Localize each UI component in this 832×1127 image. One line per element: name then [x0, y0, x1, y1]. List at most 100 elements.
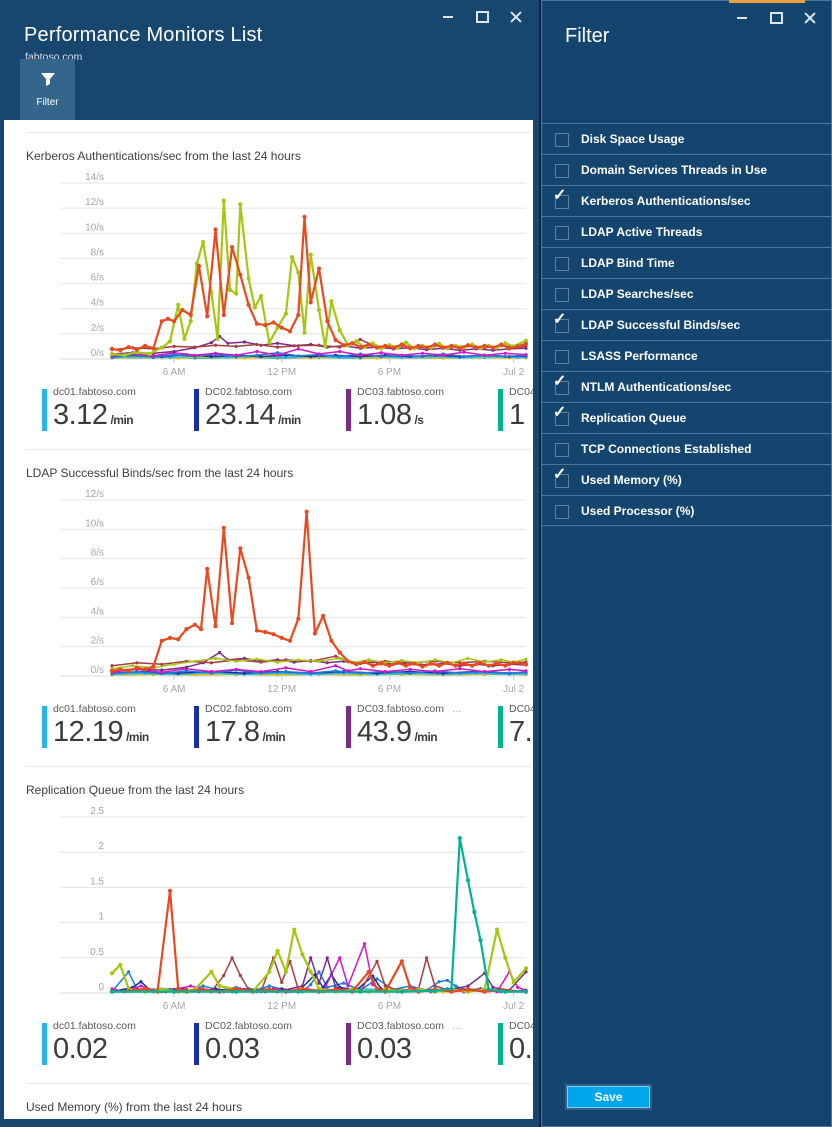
legend-value-number: 0.03 — [357, 1033, 412, 1065]
checkbox[interactable] — [555, 505, 569, 519]
legend-color-bar — [498, 706, 503, 748]
legend-color-bar — [498, 1023, 503, 1065]
legend-item: DC02.fabtoso.com 23.14/min — [194, 385, 346, 441]
legend-item-body: DC02.fabtoso.com 17.8/min — [205, 702, 292, 758]
filter-item[interactable]: ✓ Used Memory (%) — [542, 464, 831, 495]
ellipsis-icon: … — [451, 703, 463, 715]
legend-item: dc01.fabtoso.com 3.12/min — [42, 385, 194, 441]
legend-item: DC03.fabtoso.com … 0.03 — [346, 1019, 498, 1075]
svg-text:0/s: 0/s — [91, 348, 104, 359]
minimize-icon — [737, 16, 747, 19]
filter-panel-title: Filter — [565, 25, 610, 47]
legend-name: DC04 — [509, 1019, 533, 1033]
legend-value-number: 0. — [509, 1033, 533, 1065]
svg-text:0.5: 0.5 — [90, 947, 104, 958]
filter-ribbon-label: Filter — [36, 96, 59, 108]
svg-text:6 PM: 6 PM — [378, 684, 401, 695]
legend-name: DC02.fabtoso.com — [205, 1019, 292, 1033]
legend-value: 12.19/min — [53, 716, 149, 754]
checkbox[interactable] — [555, 226, 569, 240]
checkbox[interactable] — [555, 412, 569, 426]
chart-section: Replication Queue from the last 24 hours… — [26, 766, 533, 1083]
checkbox[interactable] — [555, 133, 569, 147]
filter-ribbon-button[interactable]: Filter — [20, 59, 75, 120]
legend-value: 0.02 — [53, 1033, 136, 1066]
filter-item[interactable]: ✓ Kerberos Authentications/sec — [542, 185, 831, 216]
close-icon — [804, 12, 816, 24]
svg-text:6 PM: 6 PM — [378, 1001, 401, 1012]
legend-name: dc01.fabtoso.com — [53, 1019, 136, 1033]
checkbox[interactable] — [555, 443, 569, 457]
legend-server-name: DC04 — [509, 386, 533, 398]
minimize-button[interactable] — [437, 8, 459, 25]
filter-item[interactable]: LDAP Active Threads — [542, 216, 831, 247]
checkbox[interactable] — [555, 164, 569, 178]
legend-color-bar — [194, 1023, 199, 1065]
checkmark-icon: ✓ — [553, 373, 567, 390]
legend-color-bar — [42, 389, 47, 431]
maximize-button[interactable] — [765, 9, 787, 26]
filter-item[interactable]: Disk Space Usage — [542, 123, 831, 154]
checkbox[interactable] — [555, 350, 569, 364]
chart-title: Replication Queue from the last 24 hours — [26, 783, 245, 797]
close-button[interactable] — [505, 8, 527, 25]
legend-value: 0.03 — [205, 1033, 292, 1066]
filter-item-label: Used Processor (%) — [581, 503, 695, 518]
charts-content-area: Kerberos Authentications/sec from the la… — [4, 120, 533, 1119]
maximize-button[interactable] — [471, 8, 493, 25]
legend-server-name: dc01.fabtoso.com — [53, 703, 136, 715]
filter-item-label: Kerberos Authentications/sec — [581, 194, 751, 208]
chart-plot: 2.5 2 1.5 1 0.5 0 6 AM 12 PM 6 PM Jul 2 — [60, 806, 529, 1012]
legend-server-name: DC02.fabtoso.com — [205, 703, 292, 715]
svg-text:6 PM: 6 PM — [378, 367, 401, 378]
legend-value-number: 7. — [509, 716, 533, 748]
close-icon — [510, 11, 522, 23]
filter-item[interactable]: LSASS Performance — [542, 340, 831, 371]
legend-name: DC03.fabtoso.com … — [357, 702, 463, 716]
save-button[interactable]: Save — [567, 1086, 650, 1108]
legend-item-body: DC02.fabtoso.com 0.03 — [205, 1019, 292, 1075]
legend-value-unit: /min — [262, 730, 286, 744]
checkbox[interactable] — [555, 474, 569, 488]
legend-item: DC04 1 — [498, 385, 533, 441]
filter-item[interactable]: LDAP Bind Time — [542, 247, 831, 278]
checkbox[interactable] — [555, 257, 569, 271]
legend-server-name: DC03.fabtoso.com — [357, 386, 444, 398]
chart-title: Kerberos Authentications/sec from the la… — [26, 149, 301, 163]
legend-value: 3.12/min — [53, 399, 136, 437]
filter-item[interactable]: TCP Connections Established — [542, 433, 831, 464]
legend-item: dc01.fabtoso.com 12.19/min — [42, 702, 194, 758]
svg-text:12/s: 12/s — [85, 489, 104, 500]
legend-value-number: 23.14 — [205, 399, 276, 431]
legend-server-name: DC03.fabtoso.com — [357, 703, 444, 715]
filter-item[interactable]: Used Processor (%) — [542, 495, 831, 526]
legend-server-name: DC02.fabtoso.com — [205, 386, 292, 398]
filter-item[interactable]: ✓ LDAP Successful Binds/sec — [542, 309, 831, 340]
svg-text:12/s: 12/s — [85, 197, 104, 208]
chart-plot: 12/s 10/s 8/s 6/s 4/s 2/s 0/s 6 AM 12 PM 6 PM Jul … — [60, 489, 529, 695]
checkbox[interactable] — [555, 381, 569, 395]
svg-text:1.5: 1.5 — [90, 876, 104, 887]
chart-title: Used Memory (%) from the last 24 hours — [26, 1100, 243, 1114]
checkbox[interactable] — [555, 195, 569, 209]
filter-item[interactable]: ✓ NTLM Authentications/sec — [542, 371, 831, 402]
filter-panel: Filter Disk Space Usage Domain Services T… — [541, 0, 832, 1127]
close-button[interactable] — [799, 9, 821, 26]
filter-item[interactable]: ✓ Replication Queue — [542, 402, 831, 433]
minimize-button[interactable] — [731, 9, 753, 26]
checkbox[interactable] — [555, 288, 569, 302]
legend-value: 1 — [509, 399, 533, 432]
legend-item-body: dc01.fabtoso.com 0.02 — [53, 1019, 136, 1075]
checkmark-icon: ✓ — [553, 187, 567, 204]
legend-value: 1.08/s — [357, 399, 444, 437]
legend-server-name: DC02.fabtoso.com — [205, 1020, 292, 1032]
chart-legend: dc01.fabtoso.com 12.19/min DC02.fabtoso.co… — [42, 702, 533, 758]
filter-item-label: NTLM Authentications/sec — [581, 380, 732, 394]
legend-color-bar — [194, 389, 199, 431]
chart-legend: dc01.fabtoso.com 0.02 DC02.fabtoso.com 0.03… — [42, 1019, 533, 1075]
legend-value-number: 1.08 — [357, 399, 412, 431]
legend-value: 43.9/min — [357, 716, 463, 754]
filter-item[interactable]: Domain Services Threads in Use — [542, 154, 831, 185]
checkbox[interactable] — [555, 319, 569, 333]
filter-item[interactable]: LDAP Searches/sec — [542, 278, 831, 309]
